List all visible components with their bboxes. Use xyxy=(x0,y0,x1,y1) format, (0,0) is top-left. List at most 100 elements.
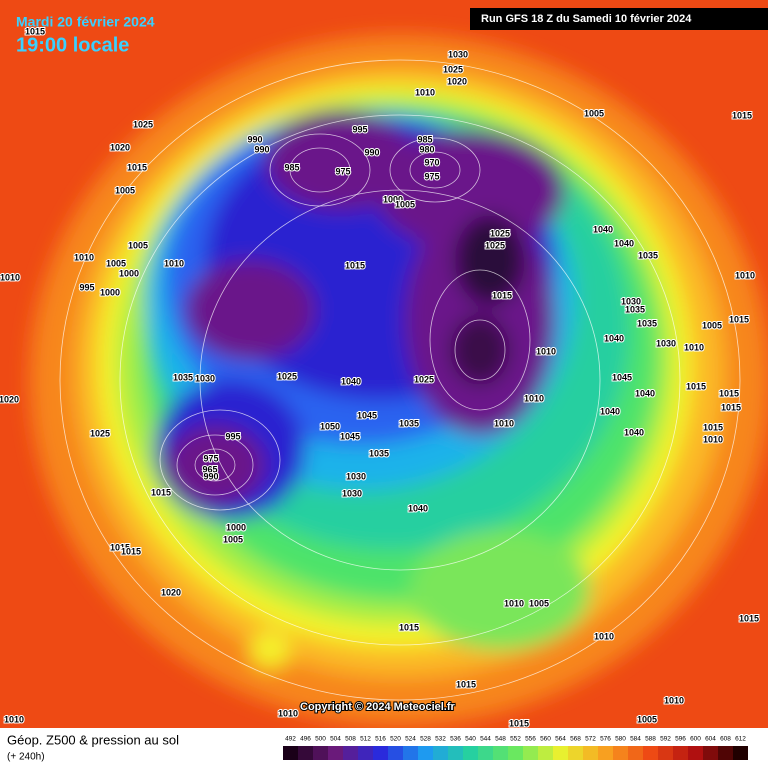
colorbar-label: 600 xyxy=(690,736,701,743)
colorbar-label: 544 xyxy=(480,736,491,743)
colorbar-label: 520 xyxy=(390,736,401,743)
colorbar-label: 548 xyxy=(495,736,506,743)
colorbar-cell xyxy=(613,746,628,760)
isobar-label: 1045 xyxy=(357,410,377,420)
colorbar-label: 536 xyxy=(450,736,461,743)
isobar-label: 1025 xyxy=(90,428,110,438)
colorbar-cell xyxy=(418,746,433,760)
colorbar-label: 496 xyxy=(300,736,311,743)
colorbar-cell xyxy=(598,746,613,760)
isobar-label: 1035 xyxy=(637,318,657,328)
colorbar-cell xyxy=(463,746,478,760)
isobar-label: 1030 xyxy=(656,338,676,348)
isobar-label: 995 xyxy=(79,282,94,292)
colorbar-label: 612 xyxy=(735,736,746,743)
isobar-label: 1015 xyxy=(127,162,147,172)
isobar-label: 1015 xyxy=(121,546,141,556)
isobar-label: 1005 xyxy=(128,240,148,250)
colorbar-label: 596 xyxy=(675,736,686,743)
isobar-label: 1010 xyxy=(494,418,514,428)
colorbar-label: 576 xyxy=(600,736,611,743)
isobar-label: 1005 xyxy=(115,185,135,195)
isobar-label: 1000 xyxy=(119,268,139,278)
isobar-label: 1000 xyxy=(226,522,246,532)
colorbar-label: 524 xyxy=(405,736,416,743)
isobar-label: 1015 xyxy=(399,622,419,632)
colorbar-cell xyxy=(388,746,403,760)
run-box xyxy=(470,8,768,30)
colorbar-label: 500 xyxy=(315,736,326,743)
isobar-label: 1020 xyxy=(161,587,181,597)
isobar-label: 1040 xyxy=(408,503,428,513)
isobar-label: 1005 xyxy=(106,258,126,268)
isobar-label: 1000 xyxy=(383,194,403,204)
colorbar-cell xyxy=(478,746,493,760)
isobar-label: 975 xyxy=(335,166,350,176)
isobar-label: 1010 xyxy=(0,272,20,282)
colorbar-cell xyxy=(358,746,373,760)
colorbar-cell xyxy=(403,746,418,760)
colorbar-cell xyxy=(673,746,688,760)
isobar-label: 985 xyxy=(417,134,432,144)
isobar-label: 1010 xyxy=(735,270,755,280)
colorbar-cell xyxy=(298,746,313,760)
colorbar-cell xyxy=(328,746,343,760)
colorbar-label: 492 xyxy=(285,736,296,743)
isobar-label: 1030 xyxy=(342,488,362,498)
colorbar-cell xyxy=(448,746,463,760)
isobar-label: 1010 xyxy=(684,342,704,352)
colorbar-cell xyxy=(508,746,523,760)
colorbar-label: 552 xyxy=(510,736,521,743)
colorbar-label: 512 xyxy=(360,736,371,743)
isobar-label: 1035 xyxy=(399,418,419,428)
isobar-label: 970 xyxy=(424,157,439,167)
colorbar-cell xyxy=(658,746,673,760)
isobar-label: 985 xyxy=(284,162,299,172)
isobar-label: 995 xyxy=(352,124,367,134)
colorbar-cell xyxy=(373,746,388,760)
isobar-label: 1040 xyxy=(600,406,620,416)
colorbar-cell xyxy=(733,746,748,760)
isobar-labels: 1015 1030 1025 1020 1010 1025 1020 1015 1005 995 9… xyxy=(0,25,760,729)
isobar-label: 1030 xyxy=(346,471,366,481)
isobar-label: 1015 xyxy=(345,260,365,270)
isobar-label: 1025 xyxy=(490,228,510,238)
isobar-label: 1040 xyxy=(635,388,655,398)
isobar-label: 1015 xyxy=(686,381,706,391)
colorbar-cell xyxy=(433,746,448,760)
isobar-label: 1040 xyxy=(604,333,624,343)
colorbar-label: 584 xyxy=(630,736,641,743)
colorbar-cell xyxy=(643,746,658,760)
isobar-label: 1015 xyxy=(703,422,723,432)
isobar-label: 1010 xyxy=(415,87,435,97)
isobar-label: 990 xyxy=(203,471,218,481)
isobar-label: 1005 xyxy=(702,320,722,330)
colorbar-cell xyxy=(553,746,568,760)
colorbar-cell xyxy=(718,746,733,760)
isobar-label: 1025 xyxy=(485,240,505,250)
isobar-label: 1020 xyxy=(447,76,467,86)
colorbar-label: 504 xyxy=(330,736,341,743)
colorbar-cell xyxy=(343,746,358,760)
time: 19:00 locale xyxy=(16,34,129,56)
isobar-label: 1010 xyxy=(536,346,556,356)
isobar-label: 1005 xyxy=(584,108,604,118)
colorbar-label: 592 xyxy=(660,736,671,743)
isobar-label: 1035 xyxy=(638,250,658,260)
isobar-label: 1005 xyxy=(637,714,657,724)
isobar-label: 1040 xyxy=(614,238,634,248)
isobar-label: 1005 xyxy=(395,199,415,209)
isobar-label: 1010 xyxy=(524,393,544,403)
isobar-label: 1040 xyxy=(593,224,613,234)
isobar-label: 1050 xyxy=(320,421,340,431)
isobar-label: 1040 xyxy=(624,427,644,437)
colorbar-label: 540 xyxy=(465,736,476,743)
isobar-label: 1035 xyxy=(625,304,645,314)
isobar-label: 1010 xyxy=(594,631,614,641)
isobar-label: 1025 xyxy=(443,64,463,74)
isobar-label: 1020 xyxy=(110,142,130,152)
isobar-label: 1020 xyxy=(0,394,19,404)
colorbar-label: 588 xyxy=(645,736,656,743)
isobar-label: 1015 xyxy=(110,542,130,552)
